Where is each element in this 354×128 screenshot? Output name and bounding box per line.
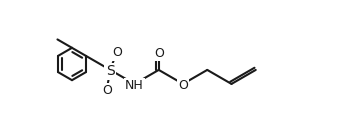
Text: O: O — [178, 79, 188, 92]
Text: O: O — [154, 47, 164, 60]
Text: NH: NH — [125, 79, 144, 92]
Text: O: O — [102, 84, 112, 97]
Text: O: O — [112, 46, 122, 60]
Text: S: S — [106, 64, 115, 78]
